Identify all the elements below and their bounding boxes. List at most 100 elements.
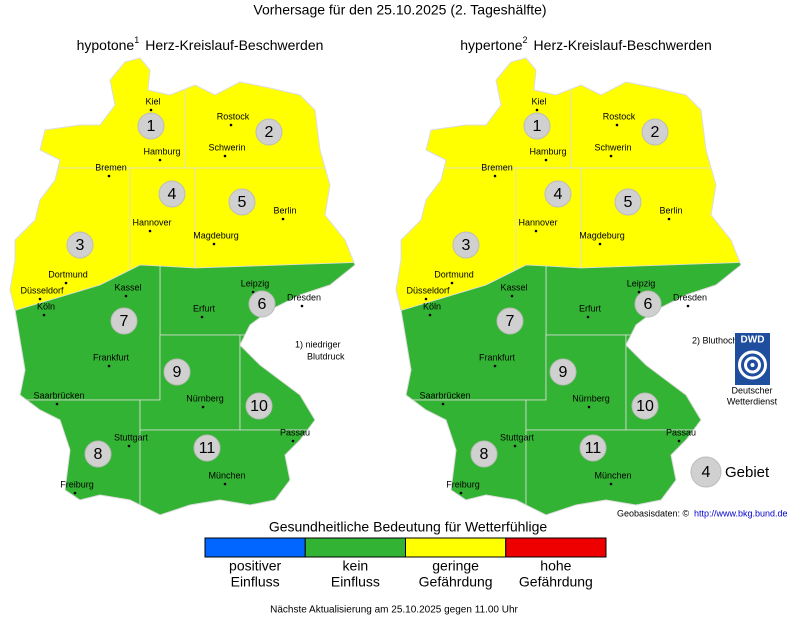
region-label: 9 — [559, 364, 568, 381]
city-label: Bremen — [95, 162, 127, 172]
legend-label: positiver — [229, 558, 281, 574]
legend: positiverEinflusskeinEinflussgeringeGefä… — [204, 537, 607, 590]
legend-label: Gefährdung — [519, 574, 593, 590]
city-label: Leipzig — [241, 278, 270, 288]
city-label: Düsseldorf — [20, 285, 64, 295]
region-label: 4 — [554, 186, 563, 203]
region-label: 3 — [76, 237, 85, 254]
city-label: Schwerin — [208, 142, 245, 152]
map: hypotone1 Herz-Kreislauf-BeschwerdenKielR… — [9, 35, 356, 516]
region-label: 1 — [533, 118, 542, 135]
city-label: München — [208, 470, 245, 480]
city-dot — [441, 402, 445, 406]
region-label: 2 — [265, 124, 274, 141]
city-label: Magdeburg — [579, 230, 625, 240]
city-dot — [637, 290, 641, 294]
region-label: 2 — [651, 124, 660, 141]
city-dot — [251, 290, 255, 294]
city-label: Hamburg — [143, 146, 180, 156]
city-label: Berlin — [659, 205, 682, 215]
city-label: Erfurt — [193, 303, 216, 313]
legend-label: geringe — [432, 558, 479, 574]
key-text: Gebiet — [725, 464, 770, 481]
legend-label: Gefährdung — [419, 574, 493, 590]
logo-spiral — [738, 350, 767, 380]
city-label: Kiel — [145, 96, 160, 106]
city-dot — [107, 174, 111, 178]
map-title-main: hypertone — [460, 37, 522, 53]
city-label: Leipzig — [627, 278, 656, 288]
city-dot — [534, 229, 538, 233]
footnote: 2) Bluthochdruck — [692, 335, 760, 345]
city-label: Dortmund — [434, 269, 474, 279]
city-dot — [42, 313, 46, 317]
city-label: Frankfurt — [479, 352, 516, 362]
city-dot — [667, 217, 671, 221]
region — [396, 399, 527, 515]
map-subtitle: Herz-Kreislauf-Beschwerden — [534, 37, 712, 53]
legend-swatch — [505, 537, 607, 558]
region-label: 6 — [644, 296, 653, 313]
city-dot — [148, 229, 152, 233]
city-dot — [212, 242, 216, 246]
maps: hypotone1 Herz-Kreislauf-BeschwerdenKielR… — [9, 35, 760, 516]
footer: Nächste Aktualisierung am 25.10.2025 geg… — [270, 605, 518, 616]
region-circle — [523, 112, 551, 140]
city-dot — [609, 154, 613, 158]
legend-label: Einfluss — [231, 574, 280, 590]
region-circle — [496, 307, 524, 335]
city-dot — [493, 364, 497, 368]
region-label: 8 — [480, 446, 489, 463]
credit-text: Geobasisdaten: © — [617, 508, 690, 518]
region-circle — [163, 358, 191, 386]
city-dot — [281, 217, 285, 221]
page-title: Vorhersage für den 25.10.2025 (2. Tagesh… — [253, 2, 546, 18]
city-label: Düsseldorf — [406, 285, 450, 295]
city-dot — [300, 304, 304, 308]
city-dot — [609, 482, 613, 486]
region-label: 9 — [173, 364, 182, 381]
city-label: Magdeburg — [193, 230, 239, 240]
city-label: Stuttgart — [500, 432, 535, 442]
city-label: Nürnberg — [572, 393, 610, 403]
city-label: Dresden — [673, 292, 707, 302]
city-label: Kassel — [500, 282, 527, 292]
region-label: 4 — [168, 186, 177, 203]
logo-line: Wetterdienst — [727, 396, 778, 406]
map-footnote-mark: 2 — [523, 35, 528, 45]
city-dot — [38, 297, 42, 301]
credit-link[interactable]: http://www.bkg.bund.de — [694, 508, 788, 518]
city-label: Bremen — [481, 162, 513, 172]
legend-label: Einfluss — [331, 574, 380, 590]
region-circle — [579, 434, 607, 462]
region-circle — [255, 118, 283, 146]
city-label: München — [594, 470, 631, 480]
city-label: Hannover — [132, 217, 171, 227]
city-dot — [124, 294, 128, 298]
region-label: 8 — [94, 446, 103, 463]
region-circle — [634, 290, 662, 318]
region — [10, 399, 141, 515]
region-circle — [470, 440, 498, 468]
legend-label: hohe — [540, 558, 571, 574]
city-label: Saarbrücken — [33, 390, 84, 400]
region-circle — [158, 180, 186, 208]
map-title: hypertone2 Herz-Kreislauf-Beschwerden — [460, 35, 711, 52]
region-label: 6 — [258, 296, 267, 313]
region-circle — [84, 440, 112, 468]
city-label: Nürnberg — [186, 393, 224, 403]
city-dot — [535, 108, 539, 112]
region-circle — [631, 392, 659, 420]
map-title-main: hypotone — [77, 37, 135, 53]
city-dot — [127, 444, 131, 448]
city-dot — [158, 158, 162, 162]
city-label: Dresden — [287, 292, 321, 302]
city-dot — [149, 108, 153, 112]
region-circle — [452, 231, 480, 259]
city-dot — [73, 491, 77, 495]
city-label: Köln — [423, 301, 441, 311]
city-label: Erfurt — [579, 303, 602, 313]
footnote: Blutdruck — [307, 351, 345, 361]
region-circle — [248, 290, 276, 318]
